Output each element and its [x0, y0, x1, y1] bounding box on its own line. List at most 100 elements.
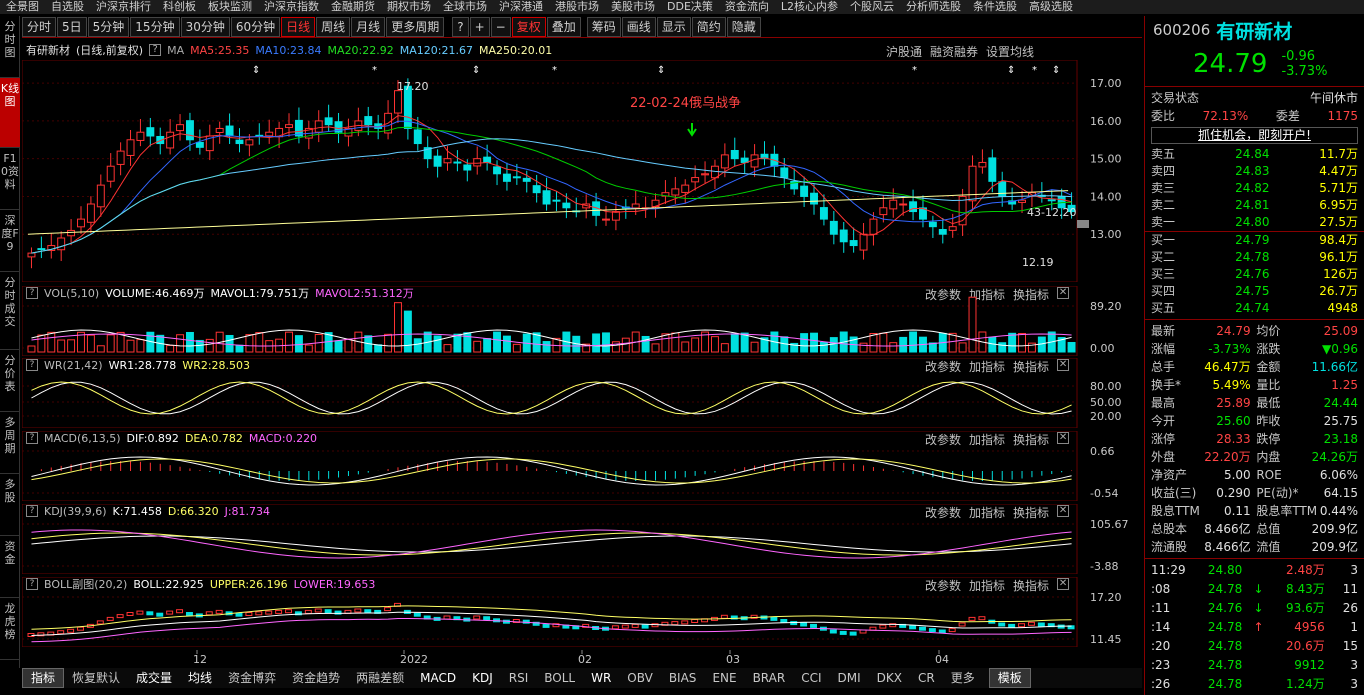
period-tab[interactable]: 日线 [281, 16, 316, 37]
indicator-tab[interactable]: 成交量 [136, 671, 173, 685]
indicator-tab[interactable]: OBV [627, 671, 653, 685]
top-menu-item[interactable]: 资金流向 [724, 0, 769, 13]
period-tab[interactable]: 5日 [57, 16, 87, 37]
indicator-tab[interactable]: 指标 [22, 668, 65, 688]
left-nav-item[interactable]: 分时成交 [0, 272, 20, 350]
top-menu-item[interactable]: 科创板 [163, 0, 196, 13]
panel-tool-button[interactable]: 换指标 [1013, 579, 1050, 593]
asks-row[interactable]: 卖五 24.84 11.7万 [1145, 146, 1364, 163]
help-icon[interactable]: ? [149, 44, 162, 56]
tool-button[interactable]: 简约 [691, 16, 726, 37]
top-menu-item[interactable]: DDE决策 [667, 0, 713, 13]
panel-tool-button[interactable]: 改参数 [925, 579, 962, 593]
top-menu-item[interactable]: 金融期货 [331, 0, 375, 13]
zoom-out-icon[interactable]: − [490, 16, 511, 37]
panel-tool-button[interactable]: 加指标 [969, 360, 1006, 374]
panel-help-icon[interactable]: ? [26, 505, 38, 517]
indicator-tab[interactable]: DMI [837, 671, 861, 685]
top-menu-item[interactable]: 港股市场 [555, 0, 599, 13]
link-hgt[interactable]: 沪股通 [886, 45, 923, 59]
top-menu-item[interactable]: 个股风云 [850, 0, 895, 13]
tool-button[interactable]: 叠加 [546, 16, 581, 37]
top-menu-item[interactable]: 全景图 [6, 0, 39, 13]
period-tab[interactable]: 周线 [316, 16, 351, 37]
indicator-tab[interactable]: 均线 [188, 671, 213, 685]
indicator-tab[interactable]: BIAS [668, 671, 697, 685]
panel-help-icon[interactable]: ? [26, 287, 38, 299]
tick-row[interactable]: :11 24.76 ↓ 93.6万 26 [1145, 599, 1364, 618]
indicator-tab[interactable]: MACD [420, 671, 457, 685]
top-menu-item[interactable]: 沪深港通 [499, 0, 543, 13]
tick-row[interactable]: :14 24.78 ↑ 4956 1 [1145, 618, 1364, 637]
left-nav-item[interactable]: 分时图 [0, 16, 20, 78]
indicator-tab[interactable]: BOLL [544, 671, 576, 685]
top-menu-item[interactable]: 沪深京排行 [96, 0, 151, 13]
left-nav-item[interactable]: F10资料 [0, 148, 20, 210]
tool-button[interactable]: 显示 [656, 16, 691, 37]
indicator-tab[interactable]: WR [591, 671, 612, 685]
period-tab[interactable]: 5分钟 [87, 16, 130, 37]
tool-button[interactable]: 隐藏 [726, 16, 761, 37]
panel-tool-button[interactable]: 改参数 [925, 360, 962, 374]
top-menu-item[interactable]: 全球市场 [443, 0, 487, 13]
panel-tool-button[interactable]: 换指标 [1013, 433, 1050, 447]
panel-tool-button[interactable]: 改参数 [925, 288, 962, 302]
bids-row[interactable]: 买二 24.78 96.1万 [1145, 249, 1364, 266]
close-icon[interactable]: ✕ [1057, 287, 1070, 299]
indicator-tab[interactable]: 恢复默认 [72, 671, 121, 685]
left-nav-item[interactable]: 资金 [0, 536, 20, 598]
panel-tool-button[interactable]: 改参数 [925, 506, 962, 520]
bids-row[interactable]: 买四 24.75 26.7万 [1145, 283, 1364, 300]
period-tab[interactable]: 更多周期 [386, 16, 445, 37]
tick-row[interactable]: :20 24.78 20.6万 15 [1145, 637, 1364, 656]
panel-tool-button[interactable]: 换指标 [1013, 360, 1050, 374]
top-menu-item[interactable]: 分析师选股 [906, 0, 962, 13]
indicator-tab[interactable]: KDJ [472, 671, 493, 685]
top-menu-item[interactable]: 沪深京指数 [264, 0, 319, 13]
top-menu-item[interactable]: 条件选股 [973, 0, 1018, 13]
panel-tool-button[interactable]: 加指标 [969, 506, 1006, 520]
tick-row[interactable]: 11:29 24.80 2.48万 3 [1145, 561, 1364, 580]
panel-tool-button[interactable]: 加指标 [969, 288, 1006, 302]
period-tab[interactable]: 60分钟 [230, 16, 281, 37]
close-icon[interactable]: ✕ [1057, 505, 1070, 517]
indicator-tab[interactable]: CR [918, 671, 935, 685]
panel-tool-button[interactable]: 加指标 [969, 433, 1006, 447]
top-menu-item[interactable]: 高级选股 [1029, 0, 1074, 13]
indicator-tab[interactable]: 两融差额 [356, 671, 405, 685]
indicator-tab[interactable]: 资金趋势 [292, 671, 341, 685]
asks-row[interactable]: 卖三 24.82 5.71万 [1145, 180, 1364, 197]
panel-tool-button[interactable]: 换指标 [1013, 288, 1050, 302]
close-icon[interactable]: ✕ [1057, 359, 1070, 371]
top-menu-item[interactable]: 期权市场 [387, 0, 431, 13]
bids-row[interactable]: 买一 24.79 98.4万 [1145, 232, 1364, 249]
panel-help-icon[interactable]: ? [26, 359, 38, 371]
tick-row[interactable]: :23 24.78 9912 3 [1145, 656, 1364, 675]
period-tab[interactable]: 月线 [351, 16, 386, 37]
close-icon[interactable]: ✕ [1057, 432, 1070, 444]
bids-row[interactable]: 买三 24.76 126万 [1145, 266, 1364, 283]
top-menu-item[interactable]: 自选股 [51, 0, 84, 13]
left-nav-item[interactable]: 龙虎榜 [0, 598, 20, 660]
indicator-tab[interactable]: 模板 [988, 668, 1031, 688]
link-margin[interactable]: 融资融券 [930, 45, 979, 59]
indicator-tab[interactable]: CCI [801, 671, 822, 685]
tick-row[interactable]: :26 24.78 1.24万 3 [1145, 675, 1364, 694]
left-nav-item[interactable]: 多周期 [0, 412, 20, 474]
indicator-tab[interactable]: 资金博弈 [228, 671, 277, 685]
tick-list[interactable]: 11:29 24.80 2.48万 3:08 24.78 ↓ 8.43万 11:11 24.76… [1145, 561, 1364, 694]
top-menu-item[interactable]: 板块监测 [208, 0, 252, 13]
close-icon[interactable]: ✕ [1057, 578, 1070, 590]
period-tab[interactable]: 分时 [22, 16, 57, 37]
tool-button[interactable]: 筹码 [586, 16, 621, 37]
open-account-banner[interactable]: 抓住机会，即刻开户! [1151, 127, 1358, 144]
left-nav-item[interactable]: 分价表 [0, 350, 20, 412]
left-nav-item[interactable]: 深度F9 [0, 210, 20, 272]
panel-tool-button[interactable]: 加指标 [969, 579, 1006, 593]
help-icon[interactable]: ? [452, 16, 469, 37]
period-tab[interactable]: 30分钟 [180, 16, 230, 37]
asks-row[interactable]: 卖一 24.80 27.5万 [1145, 214, 1364, 231]
asks-row[interactable]: 卖二 24.81 6.95万 [1145, 197, 1364, 214]
period-tab[interactable]: 15分钟 [130, 16, 180, 37]
tick-row[interactable]: :08 24.78 ↓ 8.43万 11 [1145, 580, 1364, 599]
